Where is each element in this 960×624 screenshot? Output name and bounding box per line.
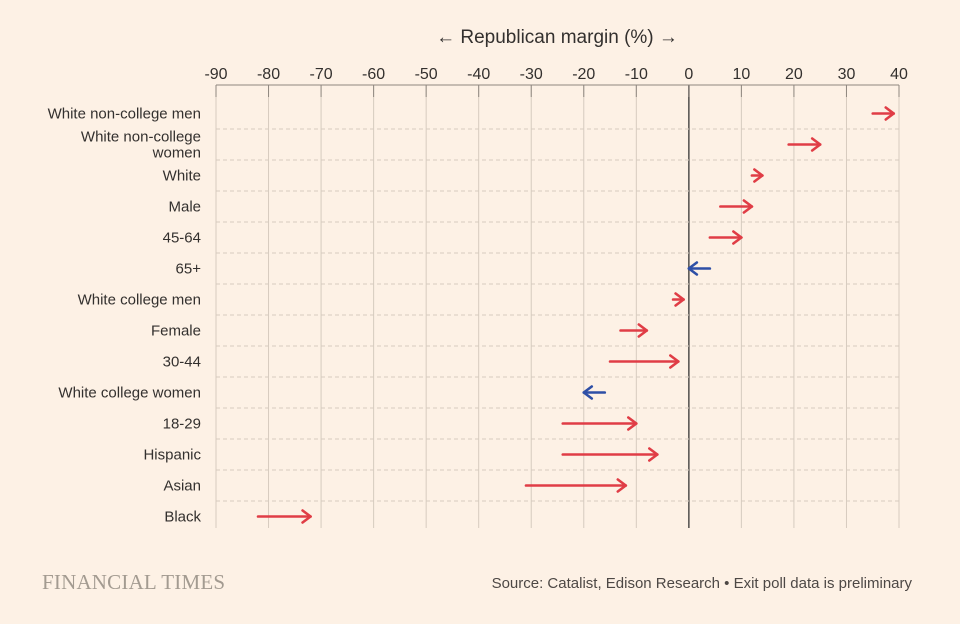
x-axis-ticks: -90 -80 -70 -60 -50 -40 -30 -20 -10 0 10 20 30 40 <box>204 66 908 97</box>
category-label: White college women <box>58 385 201 402</box>
tick-label: -60 <box>362 66 385 83</box>
ft-logo: FINANCIAL TIMES <box>42 570 226 594</box>
tick-label: 10 <box>732 66 750 83</box>
arrow-head <box>637 323 649 338</box>
arrow <box>687 261 712 276</box>
arrow-head <box>669 354 680 369</box>
arrow-head <box>301 509 312 524</box>
arrow-head <box>884 106 896 121</box>
arrow-head <box>674 292 685 307</box>
grid <box>215 85 900 528</box>
arrow-head <box>687 261 699 276</box>
arrow <box>671 292 685 307</box>
category-label: White non-college men <box>48 106 201 123</box>
category-label: White non-college women <box>81 129 201 162</box>
category-labels: White non-college men White non-college wo… <box>48 106 202 526</box>
arrow-head <box>742 199 754 214</box>
arrow <box>719 199 754 214</box>
arrow <box>608 354 680 369</box>
tick-label: -40 <box>467 66 490 83</box>
arrow <box>708 230 743 245</box>
arrow-head <box>648 447 659 462</box>
category-label: Black <box>164 509 201 526</box>
category-label: 45-64 <box>163 230 201 247</box>
arrow <box>561 447 659 462</box>
arrow <box>871 106 896 121</box>
category-label: 30-44 <box>163 354 201 371</box>
tick-label: -30 <box>520 66 543 83</box>
category-label: Female <box>151 323 201 340</box>
tick-label: -70 <box>310 66 333 83</box>
tick-label: -20 <box>572 66 595 83</box>
tick-label: 30 <box>838 66 856 83</box>
arrow-head <box>627 416 638 431</box>
arrow <box>524 478 628 493</box>
arrow-head <box>582 385 594 400</box>
tick-label: -80 <box>257 66 280 83</box>
tick-label: -50 <box>415 66 438 83</box>
tick-label: 0 <box>684 66 693 83</box>
arrow <box>787 137 822 152</box>
arrow <box>256 509 312 524</box>
arrow-chart: ← Republican margin (%) → -90 -80 -70 -60 -5… <box>48 27 908 528</box>
arrow <box>619 323 649 338</box>
arrows <box>256 106 896 524</box>
category-label: White college men <box>78 292 201 309</box>
category-label: White <box>163 168 201 185</box>
tick-label: -10 <box>625 66 648 83</box>
arrow <box>750 168 764 183</box>
tick-label: 20 <box>785 66 803 83</box>
arrow <box>561 416 638 431</box>
arrow-head <box>732 230 743 245</box>
category-label: Male <box>168 199 201 216</box>
tick-label: 40 <box>890 66 908 83</box>
arrow-head <box>616 478 628 493</box>
category-label: 18-29 <box>163 416 201 433</box>
source-note: Source: Catalist, Edison Research • Exit… <box>491 575 912 592</box>
arrow-head <box>810 137 822 152</box>
category-label: Asian <box>163 478 201 495</box>
chart-title: ← Republican margin (%) → <box>436 27 678 48</box>
arrow <box>582 385 607 400</box>
tick-label: -90 <box>204 66 227 83</box>
category-label: 65+ <box>176 261 202 278</box>
arrow-head <box>753 168 764 183</box>
category-label: Hispanic <box>143 447 201 464</box>
